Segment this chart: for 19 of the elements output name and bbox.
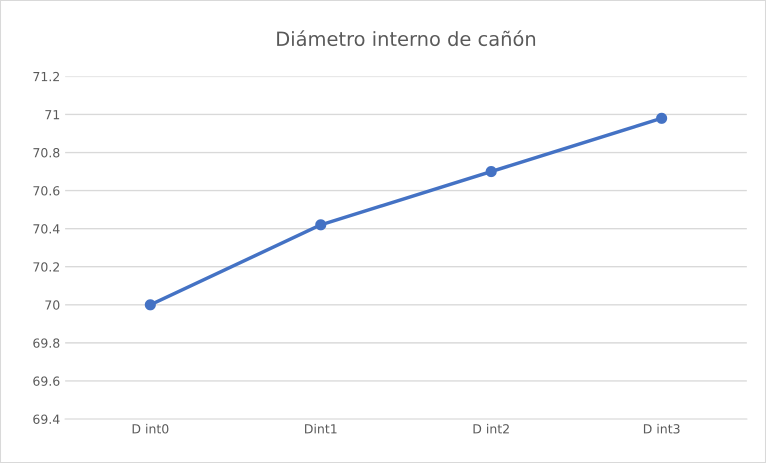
x-tick-label: D int0 [132,424,168,434]
x-tick-label: D int3 [644,424,680,434]
y-tick-label: 69.6 [33,376,60,386]
chart-title: Diámetro interno de cañón [277,30,536,46]
y-tick-label: 69.4 [33,414,60,424]
x-tick-label: Dint1 [305,424,337,434]
y-tick-label: 71 [45,110,60,120]
y-tick-label: 70.8 [33,148,60,158]
y-tick-label: 71.2 [33,72,59,82]
x-tick-label: D int2 [474,424,509,434]
point [144,299,156,310]
y-tick-label: 69.8 [33,338,60,348]
y-tick-label: 70.2 [33,262,59,272]
y-tick-label: 70.6 [33,186,60,196]
y-tick-label: 70.4 [33,224,60,234]
point [315,219,326,230]
y-tick-label: 70 [45,300,60,310]
point [486,166,497,178]
point [656,112,668,124]
